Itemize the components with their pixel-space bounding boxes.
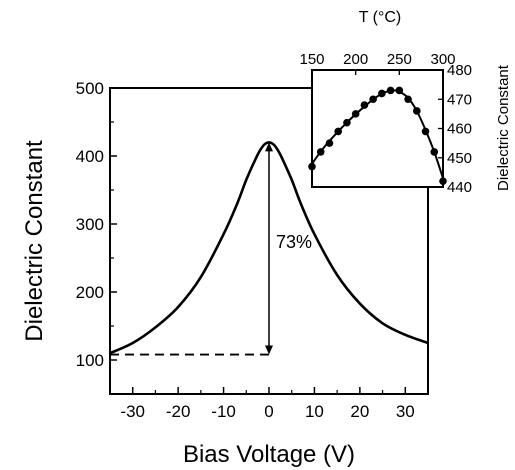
inset-data-point (351, 110, 360, 118)
inset-background (312, 70, 443, 187)
main-x-ticks: -30 -20 -10 0 10 20 30 (109, 387, 429, 421)
inset-data-point (404, 95, 412, 104)
main-y-tick-label: 100 (76, 351, 104, 370)
main-y-tick-label: 200 (76, 283, 104, 302)
main-y-tick-label: 500 (76, 79, 104, 98)
inset-data-point (386, 86, 395, 95)
tunability-annotation: 73% (276, 232, 312, 252)
inset-data-point (421, 127, 430, 136)
inset-y-tick-label: 440 (447, 179, 472, 196)
main-x-tick-label: -30 (120, 402, 145, 421)
main-x-tick-label: -20 (166, 402, 191, 421)
inset-data-point (413, 107, 421, 115)
inset-y-tick-label: 460 (447, 121, 472, 138)
inset-y-ticks: 440 450 460 470 480 (438, 62, 472, 196)
main-x-tick-label: 20 (350, 402, 369, 421)
inset-y-tick-label: 470 (447, 91, 472, 108)
tunability-arrow-head-top (265, 142, 273, 152)
inset-data-point (316, 148, 325, 156)
main-x-axis-label: Bias Voltage (V) (183, 441, 355, 468)
inset-x-tick-label: 250 (387, 51, 412, 68)
main-y-axis-label: Dielectric Constant (21, 140, 48, 342)
inset-x-tick-label: 200 (343, 51, 368, 68)
main-x-tick-label: 0 (264, 402, 273, 421)
main-y-tick-label: 400 (76, 147, 104, 166)
inset-x-ticks: 150 200 250 300 (299, 51, 456, 75)
inset-y-tick-label: 450 (447, 150, 472, 167)
inset-x-tick-label: 300 (430, 51, 455, 68)
inset-data-point (430, 148, 439, 156)
inset-data-point (378, 89, 386, 98)
main-x-tick-label: 30 (396, 402, 415, 421)
tunability-arrow-head-bottom (265, 345, 273, 355)
inset-data-point (360, 101, 369, 109)
inset-y-tick-label: 480 (447, 62, 472, 79)
inset-x-axis-label: T (°C) (359, 9, 402, 26)
main-chart: -30 -20 -10 0 10 20 30 100 200 300 400 500 73% Bia… (21, 79, 429, 468)
inset-data-point (369, 95, 377, 104)
inset-chart: 150 200 250 300 440 450 460 470 480 T (°C) Diel… (299, 9, 512, 196)
inset-data-point (334, 127, 343, 136)
main-x-tick-label: -10 (211, 402, 236, 421)
inset-y-axis-label: Dielectric Constant (495, 64, 512, 191)
main-annotations: 73% (110, 142, 312, 356)
inset-data-point (325, 139, 334, 147)
main-y-ticks: 100 200 300 400 500 (76, 79, 117, 370)
inset-x-tick-label: 150 (299, 51, 324, 68)
inset-data-point (343, 118, 351, 127)
main-y-tick-label: 300 (76, 215, 104, 234)
inset-data-point (395, 86, 404, 95)
main-x-tick-label: 10 (305, 402, 324, 421)
